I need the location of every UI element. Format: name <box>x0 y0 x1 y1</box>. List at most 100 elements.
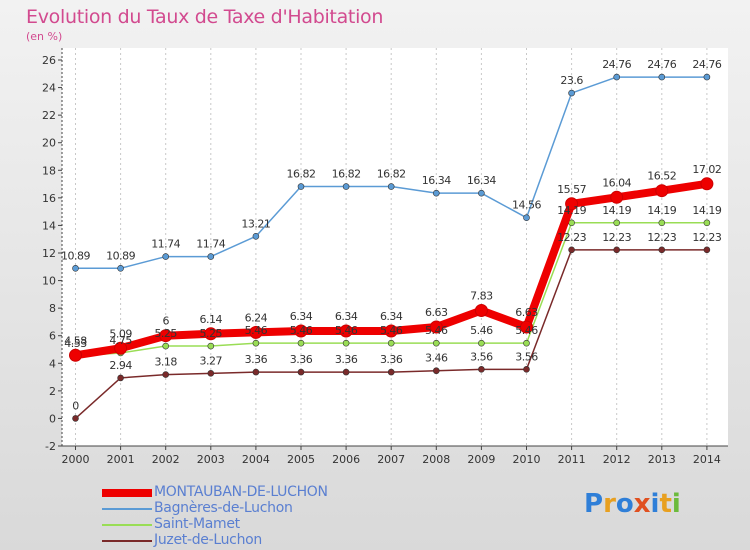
y-tick-label: 16 <box>42 192 56 205</box>
data-labels: 10.89 10.89 11.74 11.74 13.21 16.82 16.82 16.82… <box>61 58 722 412</box>
data-label: 23.6 <box>560 74 583 87</box>
data-point <box>159 329 173 343</box>
data-label: 12.23 <box>602 231 631 244</box>
data-label: 5.09 <box>109 327 132 340</box>
logo-letter: r <box>603 489 616 519</box>
data-point <box>207 253 215 260</box>
data-label: 16.82 <box>332 168 361 181</box>
data-point <box>162 371 169 378</box>
data-point <box>72 265 79 272</box>
legend-swatch <box>102 524 152 526</box>
data-label: 6 <box>162 315 169 328</box>
data-point <box>252 368 260 376</box>
data-label: 2.94 <box>109 359 132 372</box>
data-label: 13.21 <box>241 217 270 230</box>
data-label: 3.56 <box>515 350 538 363</box>
data-label: 6.34 <box>290 310 313 323</box>
data-label: 5.25 <box>154 327 177 340</box>
data-point <box>69 348 82 362</box>
data-label: 14.19 <box>647 204 676 217</box>
legend-swatch <box>102 489 152 497</box>
data-point <box>297 368 305 376</box>
data-label: 3.56 <box>470 350 493 363</box>
y-tick-label: 4 <box>49 357 56 370</box>
x-tick-label: 2007 <box>377 453 405 466</box>
x-tick-label: 2002 <box>152 453 180 466</box>
y-tick-label: -2 <box>45 440 56 453</box>
y-tick-label: 8 <box>49 302 56 315</box>
logo-letter: i <box>671 489 681 519</box>
logo-letter: t <box>659 489 672 519</box>
data-point <box>523 339 530 347</box>
data-label: 16.82 <box>377 168 406 181</box>
data-label: 11.74 <box>151 238 180 251</box>
x-tick-label: 2006 <box>332 453 360 466</box>
legend-swatch <box>102 540 152 542</box>
x-tick-label: 2010 <box>513 453 541 466</box>
data-label: 7.83 <box>470 289 493 302</box>
x-tick-label: 2004 <box>242 453 270 466</box>
data-point <box>610 190 624 204</box>
data-label: 16.34 <box>467 174 496 187</box>
data-label: 24.76 <box>692 58 721 71</box>
data-point <box>703 219 711 227</box>
data-point <box>252 339 260 347</box>
data-point <box>613 246 621 254</box>
data-point <box>565 197 579 211</box>
data-label: 14.19 <box>557 204 586 217</box>
data-label: 3.36 <box>335 353 358 366</box>
data-point <box>342 183 350 190</box>
x-tick-label: 2014 <box>693 453 721 466</box>
data-label: 6.63 <box>515 306 538 319</box>
data-label: 6.34 <box>380 310 403 323</box>
data-label: 4.58 <box>64 334 87 347</box>
data-point <box>297 339 305 347</box>
data-label: 16.82 <box>287 168 316 181</box>
data-point <box>207 370 215 377</box>
x-tick-label: 2009 <box>467 453 495 466</box>
data-label: 3.18 <box>154 356 177 369</box>
x-tick-label: 2001 <box>107 453 135 466</box>
data-point <box>387 368 395 376</box>
legend-label: MONTAUBAN-DE-LUCHON <box>154 484 328 500</box>
data-label: 10.89 <box>106 249 135 262</box>
data-label: 6.14 <box>200 313 223 326</box>
y-tick-label: 14 <box>42 219 56 232</box>
data-point <box>387 183 395 190</box>
data-label: 5.46 <box>335 324 358 337</box>
data-label: 0 <box>72 399 79 412</box>
x-tick-label: 2005 <box>287 453 315 466</box>
x-tick-label: 2011 <box>558 453 586 466</box>
data-point <box>613 73 621 81</box>
data-label: 24.76 <box>602 58 631 71</box>
data-point <box>117 374 124 382</box>
legend-label: Bagnères-de-Luchon <box>154 500 293 516</box>
y-tick-label: 2 <box>49 385 56 398</box>
data-label: 17.02 <box>692 163 721 176</box>
data-point <box>478 339 485 347</box>
data-point <box>568 246 575 254</box>
data-label: 3.36 <box>290 353 313 366</box>
data-point <box>294 324 308 338</box>
data-point <box>249 325 263 339</box>
data-label: 16.04 <box>602 176 631 189</box>
y-tick-label: 26 <box>42 54 56 67</box>
legend-label: Saint-Mamet <box>154 516 240 532</box>
data-label: 10.89 <box>61 249 90 262</box>
data-label: 5.46 <box>425 324 448 337</box>
data-label: 5.46 <box>380 324 403 337</box>
data-point <box>474 303 488 317</box>
y-tick-label: 0 <box>49 412 56 425</box>
x-tick-label: 2012 <box>603 453 631 466</box>
y-tick-label: 6 <box>49 330 56 343</box>
data-label: 3.36 <box>245 353 268 366</box>
data-label: 6.63 <box>425 306 448 319</box>
chart-title: Evolution du Taux de Taxe d'Habitation <box>26 6 384 28</box>
data-point <box>658 246 666 254</box>
chart-subtitle: (en %) <box>26 30 63 43</box>
data-label: 6.24 <box>245 311 268 324</box>
logo-letter: x <box>633 489 651 519</box>
y-tick-label: 24 <box>42 82 56 95</box>
data-point <box>204 327 218 341</box>
